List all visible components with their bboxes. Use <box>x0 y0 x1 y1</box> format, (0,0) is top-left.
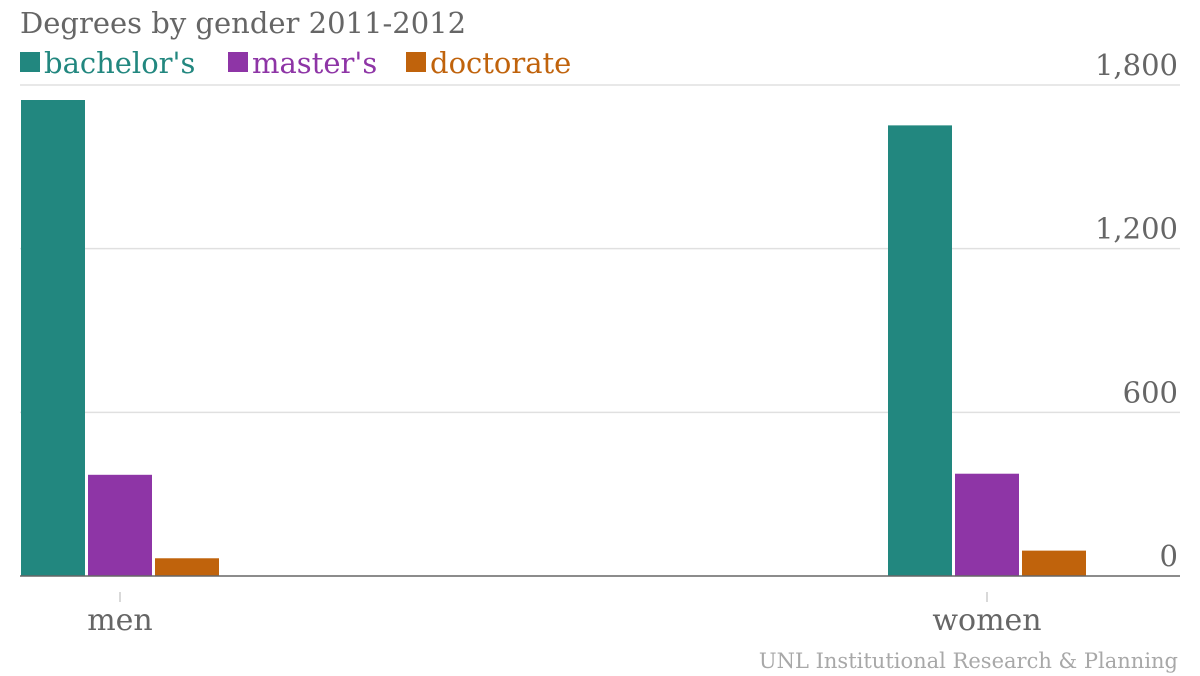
legend-label-1: master's <box>252 46 377 80</box>
bar-men-0 <box>21 100 85 576</box>
legend-label-0: bachelor's <box>44 46 195 80</box>
bar-women-1 <box>955 473 1019 576</box>
bar-women-0 <box>888 125 952 577</box>
source-note: UNL Institutional Research & Planning <box>759 649 1178 673</box>
chart-title: Degrees by gender 2011-2012 <box>20 6 466 40</box>
gridlines <box>20 84 1180 414</box>
bar-men-2 <box>155 558 219 576</box>
y-tick-label-1: 600 <box>1123 375 1178 409</box>
y-tick-label-3: 1,800 <box>1095 48 1178 82</box>
y-tick-label-2: 1,200 <box>1095 212 1178 246</box>
x-axis-categories: men women <box>87 592 1042 638</box>
legend: bachelor's master's doctorate <box>20 46 571 80</box>
category-label-0: men <box>87 603 153 638</box>
category-label-1: women <box>932 603 1041 638</box>
legend-swatch-0 <box>20 52 40 72</box>
y-tick-label-0: 0 <box>1160 539 1178 573</box>
legend-label-2: doctorate <box>430 46 571 80</box>
bars <box>20 100 1180 577</box>
legend-swatch-2 <box>406 52 426 72</box>
y-axis-ticks: 0 600 1,200 1,800 <box>1095 48 1178 573</box>
legend-swatch-1 <box>228 52 248 72</box>
bar-men-1 <box>88 474 152 576</box>
bar-women-2 <box>1022 550 1086 576</box>
